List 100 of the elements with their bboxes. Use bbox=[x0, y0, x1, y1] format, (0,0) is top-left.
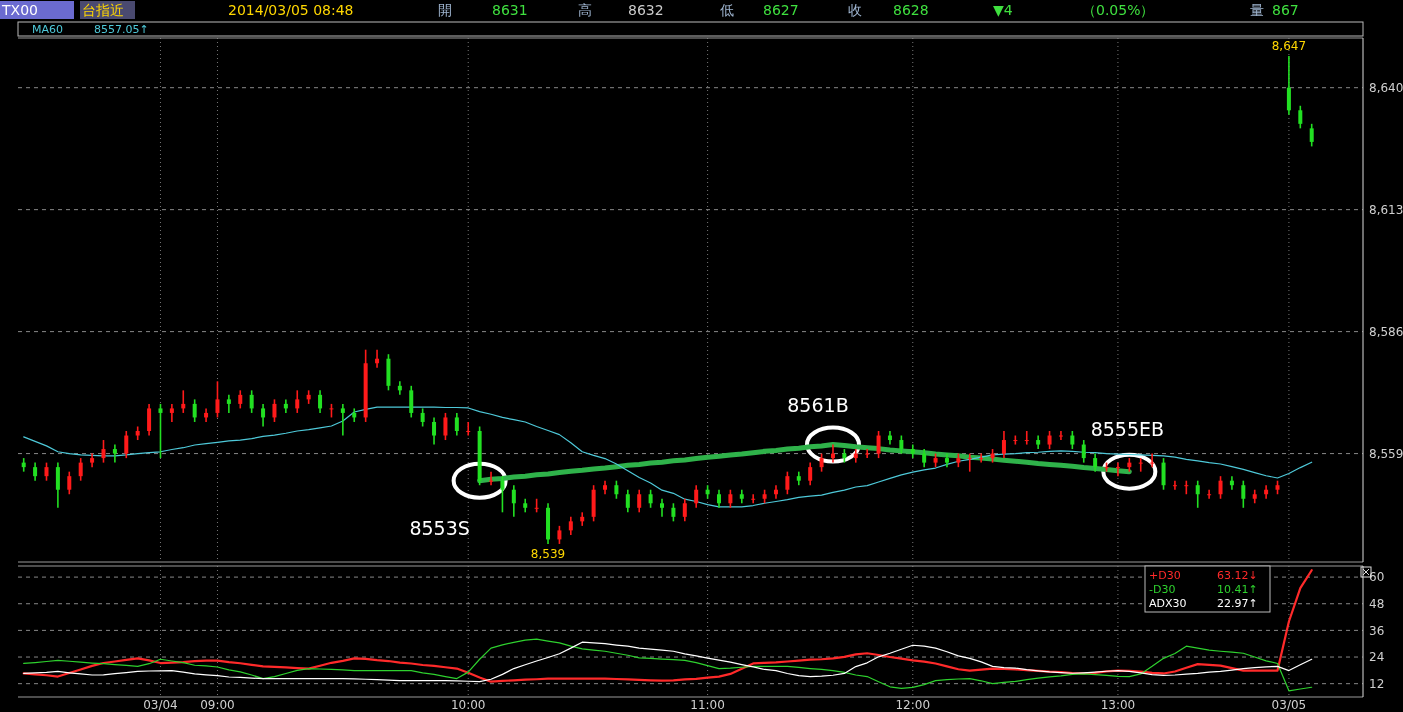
candlestick bbox=[648, 488, 653, 509]
candlestick bbox=[238, 389, 243, 410]
candlestick bbox=[432, 416, 437, 446]
x-tick-label: 13:00 bbox=[1100, 698, 1136, 712]
text: 8631 bbox=[492, 2, 528, 18]
candlestick bbox=[557, 525, 562, 545]
y-tick-label: 8,586 bbox=[1369, 324, 1403, 339]
candlestick bbox=[1093, 452, 1098, 473]
text: +D30 bbox=[1149, 569, 1181, 582]
candlestick bbox=[55, 461, 60, 509]
candlestick bbox=[1195, 479, 1200, 509]
candlestick bbox=[500, 475, 505, 514]
annotation: 8,647 bbox=[1271, 39, 1307, 54]
candlestick bbox=[44, 461, 49, 482]
candlestick bbox=[568, 516, 573, 536]
candlestick bbox=[1161, 457, 1166, 491]
candlestick bbox=[751, 493, 756, 505]
candlestick bbox=[124, 430, 129, 459]
text: 2014/03/05 08:48 bbox=[228, 2, 354, 18]
annotation: 22.97↑ bbox=[1217, 597, 1258, 610]
text: ADX30 bbox=[1149, 597, 1187, 610]
candlestick bbox=[808, 461, 813, 487]
candlestick bbox=[489, 470, 494, 487]
candlestick bbox=[717, 488, 721, 509]
candlestick bbox=[1115, 461, 1120, 477]
candlestick bbox=[158, 403, 163, 459]
y-tick-label: 60 bbox=[1369, 570, 1385, 585]
candlestick bbox=[1218, 475, 1223, 500]
candlestick bbox=[192, 398, 197, 423]
annotation: 8555EB bbox=[1090, 417, 1165, 440]
line-series bbox=[22, 569, 1313, 683]
y-tick-label: 8,640 bbox=[1369, 80, 1403, 95]
x-tick-label: 03/05 bbox=[1271, 698, 1307, 712]
y-tick-label: 8,559 bbox=[1369, 446, 1403, 461]
x-tick-label: 11:00 bbox=[690, 698, 725, 712]
candlestick bbox=[967, 452, 972, 473]
y-tick-label: 36 bbox=[1369, 623, 1385, 638]
text: 台指近 bbox=[82, 2, 124, 18]
line-series bbox=[23, 641, 1313, 683]
candlestick bbox=[899, 434, 904, 455]
candlestick bbox=[318, 389, 323, 414]
candlestick bbox=[1150, 452, 1155, 468]
text: 開 bbox=[438, 2, 452, 18]
candlestick bbox=[1138, 457, 1143, 473]
candlestick bbox=[671, 502, 676, 523]
candlestick bbox=[1309, 123, 1314, 148]
candlestick bbox=[112, 443, 117, 464]
candlestick bbox=[409, 385, 414, 419]
text: TX00 bbox=[1, 2, 38, 18]
candlestick bbox=[865, 448, 870, 459]
candlestick bbox=[1047, 430, 1052, 450]
candlestick bbox=[1001, 430, 1006, 459]
candlestick bbox=[67, 470, 72, 496]
candlestick bbox=[1241, 479, 1246, 509]
candlestick bbox=[169, 403, 174, 423]
candlestick bbox=[1207, 488, 1212, 500]
x-tick-label: 09:00 bbox=[200, 698, 235, 712]
text: 867 bbox=[1272, 2, 1299, 18]
candlestick bbox=[295, 389, 300, 414]
candlestick bbox=[682, 497, 687, 523]
text: （0.05%） bbox=[1082, 2, 1155, 18]
candlestick bbox=[147, 403, 152, 437]
candlestick bbox=[420, 407, 425, 428]
candlestick bbox=[979, 452, 984, 464]
candlestick bbox=[728, 488, 733, 509]
candlestick bbox=[819, 452, 824, 473]
candlestick bbox=[1024, 430, 1029, 446]
candlestick bbox=[511, 484, 516, 518]
candlestick bbox=[625, 488, 630, 514]
candlestick bbox=[785, 470, 790, 496]
y-tick-label: 8,613 bbox=[1369, 202, 1403, 217]
x-tick-label: 10:00 bbox=[450, 698, 486, 712]
candlestick bbox=[226, 394, 231, 414]
y-tick-label: 24 bbox=[1369, 650, 1385, 665]
candlestick bbox=[261, 403, 266, 428]
annotation: 8561B bbox=[787, 393, 849, 416]
candlestick bbox=[637, 488, 642, 514]
line-series bbox=[23, 638, 1313, 692]
candlestick bbox=[33, 461, 38, 482]
y-tick-label: 12 bbox=[1369, 676, 1385, 691]
candlestick bbox=[1058, 430, 1063, 441]
candlestick bbox=[922, 448, 927, 468]
text: ▼4 bbox=[993, 2, 1013, 18]
candlestick bbox=[1070, 430, 1075, 450]
candlestick bbox=[1286, 55, 1291, 116]
text: 8632 bbox=[628, 2, 664, 18]
candlestick bbox=[443, 412, 448, 441]
text: 8557.05↑ bbox=[94, 23, 149, 36]
text: 低 bbox=[720, 2, 734, 18]
candlestick bbox=[215, 380, 220, 419]
annotation: 8553S bbox=[409, 516, 470, 539]
annotation: 63.12↓ bbox=[1217, 569, 1258, 582]
x-tick-label: 12:00 bbox=[895, 698, 931, 712]
candlestick bbox=[78, 457, 83, 482]
text: 量 bbox=[1250, 2, 1264, 18]
candlestick bbox=[876, 430, 881, 459]
candlestick bbox=[614, 479, 619, 500]
candlestick bbox=[466, 421, 471, 437]
candlestick bbox=[101, 439, 106, 464]
candlestick bbox=[249, 389, 254, 414]
